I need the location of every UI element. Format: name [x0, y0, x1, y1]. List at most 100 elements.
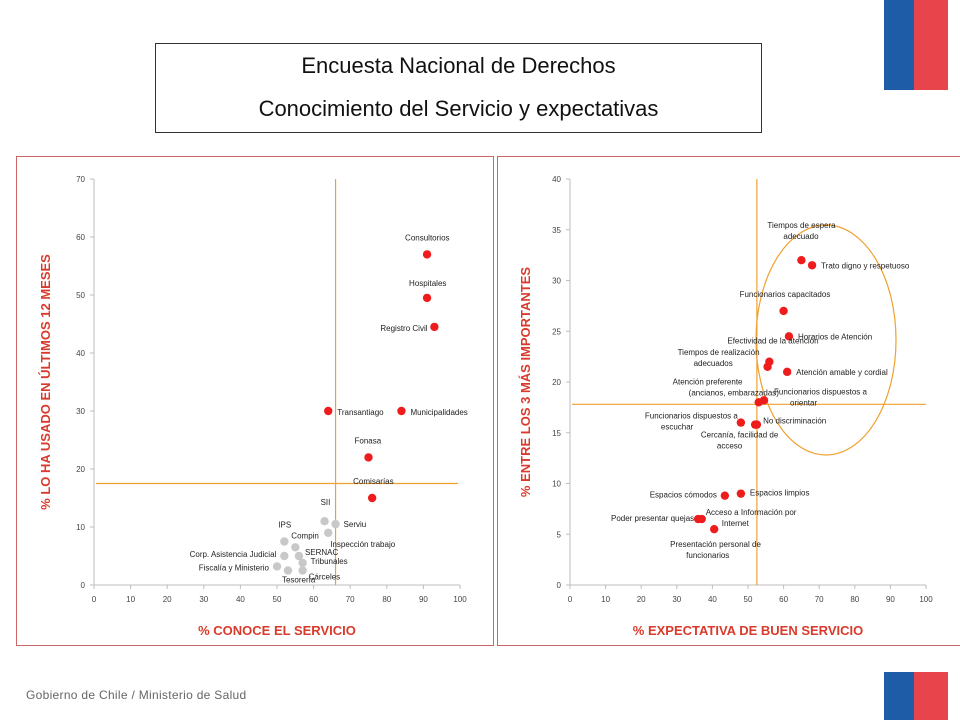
title-box: Encuesta Nacional de Derechos Conocimien… — [155, 43, 762, 133]
data-point-ips — [280, 537, 289, 546]
y-tick-label: 50 — [76, 291, 85, 300]
flag-red-stripe — [914, 672, 948, 720]
point-label-horarios-de-atencion: Horarios de Atención — [798, 332, 872, 341]
point-label-tiempos-de-espera-adecuado: Tiempos de espera adecuado — [767, 221, 836, 241]
chile-flag-top — [884, 0, 948, 90]
flag-blue-stripe — [884, 672, 914, 720]
point-label-tribunales: Tribunales — [311, 557, 348, 566]
point-label-line: Tesorería — [282, 576, 316, 585]
data-point-sernac — [294, 551, 304, 561]
point-label-line: Compin — [291, 531, 319, 540]
point-label-espacios-comodos: Espacios cómodos — [650, 491, 717, 500]
point-label-no-discriminacion: No discriminación — [763, 417, 826, 426]
x-tick-label: 60 — [779, 595, 788, 604]
point-label-espacios-limpios: Espacios limpios — [750, 489, 810, 498]
x-tick-label: 40 — [708, 595, 717, 604]
y-tick-label: 30 — [76, 407, 85, 416]
point-label-line: Fiscalía y Ministerio — [199, 563, 270, 572]
title-line-2: Conocimiento del Servicio y expectativas — [258, 96, 659, 121]
x-axis-title: % EXPECTATIVA DE BUEN SERVICIO — [633, 623, 863, 638]
y-tick-label: 10 — [552, 480, 561, 489]
point-label-line: SII — [321, 498, 331, 507]
point-label-line: adecuado — [783, 232, 819, 241]
x-tick-label: 20 — [163, 595, 172, 604]
data-point-funcionarios-dispuestos-a-orientar — [759, 396, 769, 405]
point-label-line: Cercanía, facilidad de — [701, 431, 779, 440]
point-label-atencion-amable-y-cordial: Atención amable y cordial — [796, 368, 888, 377]
point-label-acceso-a-informacion-por-internet: Acceso a Información por Internet — [706, 508, 797, 528]
x-tick-label: 70 — [815, 595, 824, 604]
y-tick-label: 40 — [76, 349, 85, 358]
data-point-compin — [291, 543, 300, 552]
data-point-presentacion-personal-de-funcionarios — [709, 524, 719, 534]
flag-blue-stripe — [884, 0, 914, 90]
point-label-line: (ancianos, embarazadas) — [689, 388, 780, 397]
x-tick-label: 0 — [92, 595, 97, 604]
x-axis-title: % CONOCE EL SERVICIO — [198, 623, 356, 638]
point-label-line: Consultorios — [405, 233, 449, 242]
x-tick-label: 70 — [346, 595, 355, 604]
y-tick-label: 10 — [76, 523, 85, 532]
x-tick-label: 10 — [126, 595, 135, 604]
point-label-tiempos-de-realizacion-adecuados: Tiempos de realización adecuados — [678, 348, 760, 368]
point-label-line: Poder presentar quejas — [611, 514, 694, 523]
x-tick-label: 80 — [382, 595, 391, 604]
chart-panel-expectativa: 0 10 20 30 40 50 60 70 80 90 100 0 5 10 15 20 25 30 35 40 % … — [497, 156, 960, 646]
y-tick-label: 20 — [552, 378, 561, 387]
x-tick-label: 100 — [919, 595, 933, 604]
data-point-hospitales — [422, 293, 432, 303]
x-tick-label: 40 — [236, 595, 245, 604]
data-point-fonasa — [364, 453, 373, 462]
point-label-funcionarios-capacitados: Funcionarios capacitados — [740, 290, 831, 299]
point-label-line: Corp. Asistencia Judicial — [190, 550, 277, 559]
y-tick-label: 35 — [552, 226, 561, 235]
point-label-funcionarios-dispuestos-a-orientar: Funcionarios dispuestos a orientar — [774, 387, 867, 407]
point-label-line: funcionarios — [686, 551, 729, 560]
y-tick-label: 20 — [76, 465, 85, 474]
point-label-line: Inspección trabajo — [330, 540, 395, 549]
y-tick-label: 15 — [552, 429, 561, 438]
y-tick-label: 70 — [76, 175, 85, 184]
x-tick-label: 0 — [568, 595, 573, 604]
point-label-hospitales: Hospitales — [409, 279, 446, 288]
point-label-line: Municipalidades — [410, 408, 467, 417]
x-tick-label: 50 — [273, 595, 282, 604]
point-label-line: Fonasa — [355, 436, 382, 445]
point-label-line: No discriminación — [763, 417, 826, 426]
y-axis-title: % ENTRE LOS 3 MÁS IMPORTANTES — [518, 267, 533, 497]
point-label-tesoreria: Tesorería — [282, 576, 316, 585]
footer-text: Gobierno de Chile / Ministerio de Salud — [26, 688, 247, 702]
point-label-line: Funcionarios dispuestos a — [645, 412, 738, 421]
data-point-atencion-amable-y-cordial — [782, 367, 792, 377]
data-point-espacios-comodos — [720, 491, 730, 500]
point-label-line: Funcionarios dispuestos a — [774, 387, 867, 396]
y-tick-label: 60 — [76, 233, 85, 242]
data-point-tiempos-de-espera-adecuado — [797, 256, 806, 265]
point-label-line: SERNAC — [305, 548, 339, 557]
point-label-serviu: Serviu — [344, 520, 367, 529]
point-label-fiscalia-y-ministerio: Fiscalía y Ministerio — [199, 563, 270, 572]
point-label-line: orientar — [790, 398, 817, 407]
point-label-line: Funcionarios capacitados — [740, 290, 831, 299]
point-label-compin: Compin — [291, 531, 319, 540]
data-point-carceles — [298, 566, 307, 575]
data-point-cercania-facilidad-de-acceso — [752, 420, 762, 429]
point-label-line: Espacios cómodos — [650, 491, 717, 500]
point-label-line: Atención preferente — [673, 377, 743, 386]
point-label-line: adecuados — [694, 359, 733, 368]
x-tick-label: 90 — [419, 595, 428, 604]
data-point-tesoreria — [283, 566, 293, 575]
chart-panel-conoce-servicio: 0 10 20 30 40 50 60 70 80 90 100 0 10 20 30 40 50 60 70 % C… — [16, 156, 494, 646]
x-tick-label: 60 — [309, 595, 318, 604]
data-point-inspeccion-trabajo — [324, 528, 333, 537]
data-point-funcionarios-capacitados — [779, 306, 788, 316]
x-tick-label: 90 — [886, 595, 895, 604]
point-label-sii: SII — [321, 498, 331, 507]
y-tick-label: 25 — [552, 327, 561, 336]
point-label-line: Transantiago — [337, 408, 384, 417]
data-point-fiscalia-y-ministerio — [272, 562, 282, 571]
point-label-poder-presentar-quejas: Poder presentar quejas — [611, 514, 694, 523]
point-label-registro-civil: Registro Civil — [380, 324, 427, 333]
y-axis-title: % LO HA USADO EN ÚLTIMOS 12 MESES — [38, 254, 53, 510]
data-point-horarios-de-atencion — [784, 332, 794, 341]
